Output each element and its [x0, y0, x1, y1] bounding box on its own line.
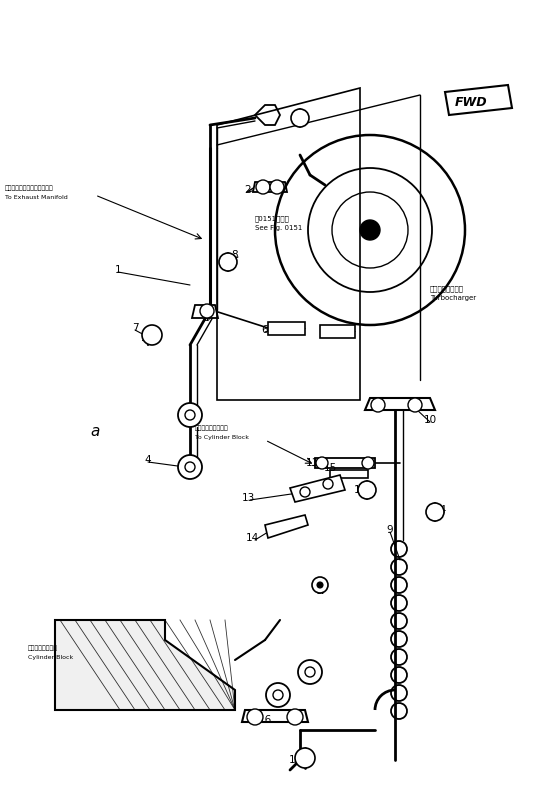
Text: Turbocharger: Turbocharger	[430, 295, 476, 301]
Circle shape	[219, 253, 237, 271]
Circle shape	[247, 709, 263, 725]
Circle shape	[426, 503, 444, 521]
Circle shape	[291, 109, 309, 127]
Polygon shape	[315, 458, 375, 468]
Text: To Exhaust Manifold: To Exhaust Manifold	[5, 195, 68, 200]
Circle shape	[323, 479, 333, 489]
Circle shape	[298, 660, 322, 684]
Text: 12: 12	[354, 485, 366, 495]
Polygon shape	[330, 470, 368, 478]
Text: 13: 13	[241, 493, 255, 503]
Text: 17: 17	[289, 755, 301, 765]
Text: 3: 3	[292, 110, 299, 120]
Polygon shape	[365, 398, 435, 410]
Text: 2: 2	[245, 185, 251, 195]
Text: ターボチャージャ: ターボチャージャ	[430, 285, 464, 292]
Text: See Fig. 0151: See Fig. 0151	[255, 225, 302, 231]
Circle shape	[316, 457, 328, 469]
Circle shape	[317, 582, 323, 588]
Text: 14: 14	[433, 505, 446, 515]
Text: 14: 14	[245, 533, 259, 543]
Text: 11: 11	[305, 458, 319, 468]
Circle shape	[408, 398, 422, 412]
Polygon shape	[253, 182, 287, 192]
Polygon shape	[290, 475, 345, 502]
Circle shape	[295, 748, 315, 768]
Text: 4: 4	[145, 455, 151, 465]
Polygon shape	[192, 305, 218, 318]
Polygon shape	[268, 322, 305, 335]
Text: 7: 7	[132, 323, 138, 333]
Circle shape	[142, 325, 162, 345]
Text: 15: 15	[324, 463, 336, 473]
Circle shape	[185, 462, 195, 472]
Circle shape	[287, 709, 303, 725]
Circle shape	[300, 487, 310, 497]
Circle shape	[178, 455, 202, 479]
Text: 16: 16	[259, 715, 272, 725]
Circle shape	[200, 304, 214, 318]
Polygon shape	[265, 515, 308, 538]
Text: シリンダブロック: シリンダブロック	[28, 645, 58, 650]
Text: 6: 6	[262, 325, 269, 335]
Circle shape	[371, 398, 385, 412]
Circle shape	[312, 577, 328, 593]
Text: 第0151図参照: 第0151図参照	[255, 215, 290, 222]
Circle shape	[360, 220, 380, 240]
Text: a: a	[315, 582, 325, 598]
Text: エキゾーストマニホールドへ: エキゾーストマニホールドへ	[5, 185, 54, 190]
Polygon shape	[445, 85, 512, 115]
Text: FWD: FWD	[455, 97, 488, 110]
Circle shape	[270, 180, 284, 194]
Circle shape	[362, 457, 374, 469]
Text: 5: 5	[203, 313, 210, 323]
Circle shape	[358, 481, 376, 499]
Text: 9: 9	[386, 525, 393, 535]
Text: a: a	[90, 425, 100, 439]
Polygon shape	[242, 710, 308, 722]
Circle shape	[256, 180, 270, 194]
Text: 8: 8	[232, 250, 239, 260]
Circle shape	[178, 403, 202, 427]
Circle shape	[185, 410, 195, 420]
Text: To Cylinder Block: To Cylinder Block	[195, 435, 249, 440]
Polygon shape	[55, 620, 235, 710]
Circle shape	[266, 683, 290, 707]
Text: 10: 10	[424, 415, 436, 425]
Text: Cylinder Block: Cylinder Block	[28, 655, 73, 660]
Text: シリンダブロックへ: シリンダブロックへ	[195, 425, 229, 430]
Circle shape	[305, 667, 315, 677]
Polygon shape	[255, 105, 280, 125]
Polygon shape	[320, 325, 355, 338]
Circle shape	[273, 690, 283, 700]
Text: 1: 1	[115, 265, 121, 275]
